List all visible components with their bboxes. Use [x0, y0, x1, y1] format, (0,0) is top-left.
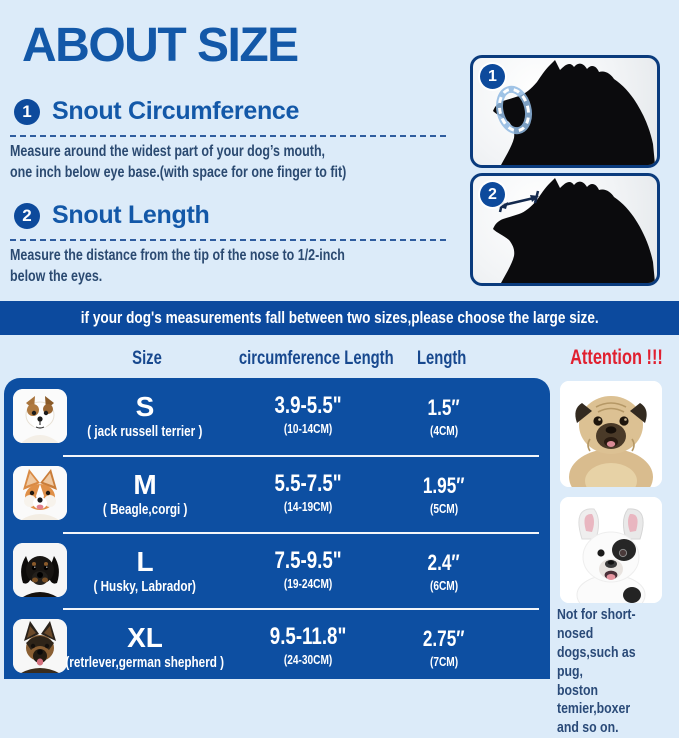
- size-cell: M ( Beagle,corgi ): [70, 470, 220, 519]
- dog-photo-jack-russell: [13, 389, 67, 443]
- section-1-heading: Snout Circumference: [52, 97, 300, 125]
- section-2-line-1: Measure the distance from the tip of the…: [10, 247, 345, 264]
- measure-ellipse-dashed: [497, 87, 531, 133]
- dog-photo-german-shepherd: [13, 619, 67, 673]
- column-header-length: Length: [417, 348, 467, 369]
- size-label: XL: [127, 622, 163, 653]
- section-snout-circumference: 1 Snout Circumference: [14, 97, 299, 126]
- size-label: S: [135, 391, 155, 422]
- section-1-line-2: one inch below eye base.(with space for …: [10, 164, 347, 182]
- section-1-description: Measure around the widest part of your d…: [10, 141, 470, 184]
- step-2-badge: 2: [14, 202, 40, 229]
- figure-2-badge: 2: [480, 182, 505, 207]
- length-cell: 1.5″ (4CM): [427, 395, 461, 438]
- row-divider: [63, 608, 539, 610]
- size-cell: XL (retrlever,german shepherd ): [66, 622, 225, 672]
- size-cell: L ( Husky, Labrador): [70, 547, 220, 596]
- length-cell: 2.4″ (6CM): [427, 550, 461, 593]
- size-tip-banner: if your dog's measurements fall between …: [0, 301, 679, 335]
- pug-photo: [560, 381, 662, 487]
- section-2-heading: Snout Length: [52, 201, 210, 229]
- column-header-circumference: circumference Length: [238, 348, 394, 369]
- length-cell: 1.95″ (5CM): [423, 473, 465, 516]
- dog-photo-black-puppy: [13, 543, 67, 597]
- dashed-divider: [10, 239, 446, 241]
- attention-note: Not for short-nosed dogs,such as pug, bo…: [557, 606, 636, 737]
- row-divider: [63, 532, 539, 534]
- figure-snout-circumference: 1: [470, 55, 660, 168]
- figure-snout-length: 2: [470, 173, 660, 286]
- row-divider: [63, 455, 539, 457]
- breed-label: (retrlever,german shepherd ): [65, 654, 225, 671]
- about-size-infographic: ABOUT SIZE 1 Snout Circumference Measure…: [0, 19, 679, 737]
- section-2-description: Measure the distance from the tip of the…: [10, 245, 470, 288]
- dog-photo-corgi: [13, 466, 67, 520]
- breed-label: ( Beagle,corgi ): [102, 501, 188, 518]
- circumference-cell: 3.9-5.5" (10-14CM): [274, 392, 342, 437]
- size-label: L: [136, 546, 154, 577]
- column-header-size: Size: [132, 348, 162, 369]
- section-2-line-2: below the eyes.: [10, 268, 103, 286]
- circumference-cell: 5.5-7.5" (14-19CM): [274, 470, 342, 515]
- section-1-line-1: Measure around the widest part of your d…: [10, 143, 326, 160]
- size-label: M: [133, 469, 157, 500]
- size-cell: S ( jack russell terrier ): [70, 392, 220, 441]
- circumference-cell: 7.5-9.5" (19-24CM): [274, 547, 342, 592]
- dog-silhouette-circumference-image: [493, 60, 655, 165]
- breed-label: ( jack russell terrier ): [87, 423, 203, 440]
- circumference-cell: 9.5-11.8" (24-30CM): [269, 623, 347, 668]
- attention-heading: Attention !!!: [570, 346, 663, 369]
- breed-label: ( Husky, Labrador): [93, 578, 197, 595]
- boston-terrier-photo: [560, 497, 662, 603]
- section-snout-length: 2 Snout Length: [14, 201, 210, 230]
- size-tip-text: if your dog's measurements fall between …: [80, 308, 599, 327]
- figure-1-badge: 1: [480, 64, 505, 89]
- dashed-divider: [10, 135, 446, 137]
- step-1-badge: 1: [14, 98, 40, 125]
- length-cell: 2.75″ (7CM): [423, 626, 465, 669]
- page-title: ABOUT SIZE: [22, 19, 299, 72]
- size-chart-table: [4, 378, 550, 679]
- dog-silhouette-length-image: [493, 178, 655, 283]
